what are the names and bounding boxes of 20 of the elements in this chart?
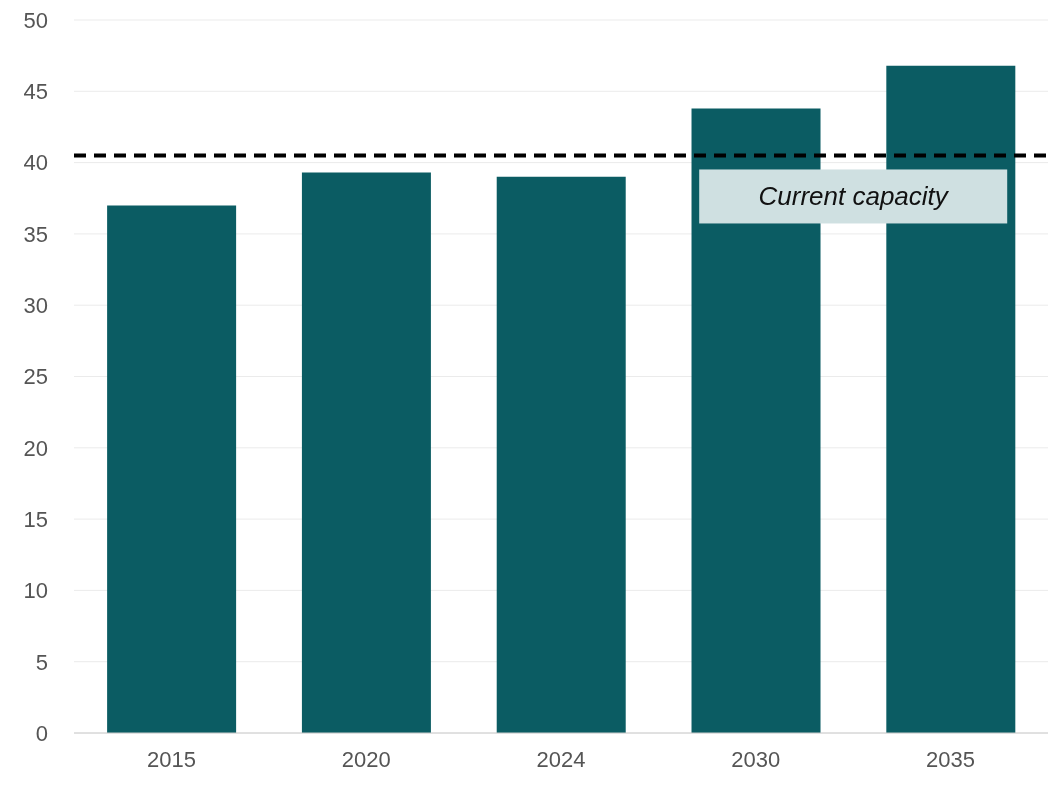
ref-line-label: Current capacity [758, 181, 950, 212]
bar [107, 205, 237, 733]
x-tick-label: 2024 [536, 746, 586, 772]
bar [301, 172, 431, 733]
y-tick-label: 35 [23, 221, 48, 247]
y-tick-label: 25 [23, 364, 48, 390]
y-tick-label: 15 [23, 506, 48, 532]
y-tick-label: 30 [23, 293, 48, 319]
y-tick-label: 0 [35, 720, 48, 746]
y-tick-label: 20 [23, 435, 48, 461]
x-tick-label: 2015 [146, 746, 196, 772]
bar [496, 176, 626, 733]
y-tick-label: 45 [23, 79, 48, 105]
y-tick-label: 10 [23, 578, 48, 604]
x-tick-label: 2035 [926, 746, 976, 772]
y-tick-label: 5 [35, 649, 48, 675]
x-tick-label: 2020 [341, 746, 391, 772]
y-tick-label: 40 [23, 150, 48, 176]
x-tick-label: 2030 [731, 746, 781, 772]
y-tick-label: 50 [23, 7, 48, 33]
